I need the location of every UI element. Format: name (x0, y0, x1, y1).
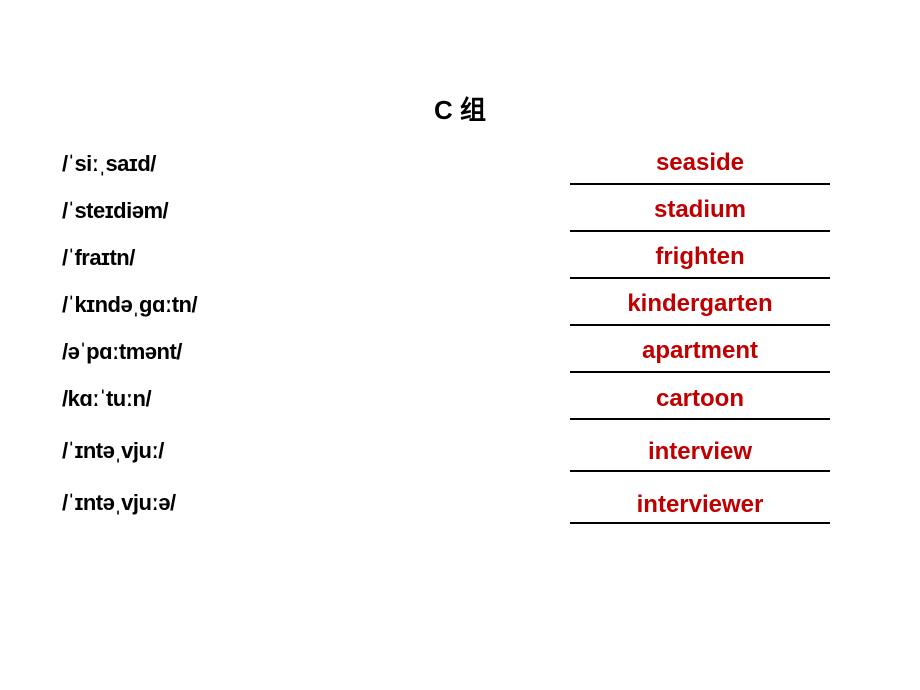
phonetic-text: /ˈɪntəˌvjuːə/ (62, 490, 570, 524)
vocab-row: /ˈfraɪtn/frighten (62, 232, 862, 279)
vocab-row: /ˈɪntəˌvjuː/interview (62, 420, 862, 472)
answer-blank: interview (570, 438, 830, 472)
vocab-row: /ˈsiːˌsaɪd/seaside (62, 138, 862, 185)
answer-blank: interviewer (570, 490, 830, 524)
answer-blank: seaside (570, 151, 830, 185)
vocab-row: /ˈɪntəˌvjuːə/interviewer (62, 472, 862, 524)
vocab-row: /kɑːˈtuːn/cartoon (62, 373, 862, 420)
vocab-list: /ˈsiːˌsaɪd/seaside/ˈsteɪdiəm/stadium/ˈfr… (62, 138, 862, 524)
phonetic-text: /ˈsiːˌsaɪd/ (62, 151, 570, 185)
group-title: C 组 (0, 90, 920, 127)
answer-text: seaside (570, 149, 830, 177)
answer-text: interview (570, 438, 830, 466)
phonetic-text: /ˈsteɪdiəm/ (62, 198, 570, 232)
phonetic-text: /ˈfraɪtn/ (62, 245, 570, 279)
answer-text: frighten (570, 243, 830, 271)
answer-blank: kindergarten (570, 292, 830, 326)
phonetic-text: /kɑːˈtuːn/ (62, 386, 570, 420)
answer-text: apartment (570, 337, 830, 365)
answer-blank: stadium (570, 198, 830, 232)
phonetic-text: /ˈkɪndəˌɡɑːtn/ (62, 292, 570, 326)
vocab-row: /əˈpɑːtmənt/apartment (62, 326, 862, 373)
answer-text: interviewer (570, 491, 830, 519)
answer-blank: frighten (570, 245, 830, 279)
answer-text: cartoon (570, 385, 830, 413)
answer-text: stadium (570, 196, 830, 224)
answer-blank: apartment (570, 339, 830, 373)
answer-blank: cartoon (570, 386, 830, 420)
answer-text: kindergarten (570, 290, 830, 318)
vocab-row: /ˈkɪndəˌɡɑːtn/kindergarten (62, 279, 862, 326)
vocab-row: /ˈsteɪdiəm/stadium (62, 185, 862, 232)
phonetic-text: /əˈpɑːtmənt/ (62, 339, 570, 373)
phonetic-text: /ˈɪntəˌvjuː/ (62, 438, 570, 472)
